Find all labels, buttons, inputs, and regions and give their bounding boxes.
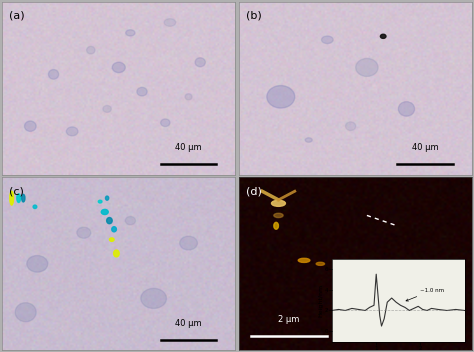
Ellipse shape bbox=[25, 121, 36, 131]
Ellipse shape bbox=[103, 106, 111, 112]
Text: 40 μm: 40 μm bbox=[412, 143, 438, 152]
Ellipse shape bbox=[164, 19, 176, 26]
Ellipse shape bbox=[112, 62, 125, 73]
Ellipse shape bbox=[161, 119, 170, 127]
Ellipse shape bbox=[106, 196, 109, 200]
Ellipse shape bbox=[274, 213, 283, 218]
Ellipse shape bbox=[125, 216, 136, 225]
Ellipse shape bbox=[141, 288, 166, 308]
Ellipse shape bbox=[109, 238, 114, 241]
Ellipse shape bbox=[126, 30, 135, 36]
Ellipse shape bbox=[272, 200, 285, 206]
Ellipse shape bbox=[77, 227, 91, 238]
Ellipse shape bbox=[112, 227, 117, 232]
Ellipse shape bbox=[137, 87, 147, 96]
Ellipse shape bbox=[15, 303, 36, 322]
Ellipse shape bbox=[107, 218, 112, 224]
Text: 2 μm: 2 μm bbox=[278, 315, 300, 324]
Ellipse shape bbox=[185, 94, 192, 100]
Ellipse shape bbox=[66, 127, 78, 136]
Ellipse shape bbox=[114, 250, 119, 257]
Ellipse shape bbox=[381, 34, 386, 38]
Ellipse shape bbox=[48, 69, 59, 79]
Ellipse shape bbox=[356, 58, 378, 76]
Ellipse shape bbox=[98, 200, 102, 203]
Ellipse shape bbox=[27, 256, 48, 272]
Text: 40 μm: 40 μm bbox=[175, 143, 202, 152]
Text: 40 μm: 40 μm bbox=[175, 319, 202, 328]
Y-axis label: Height/nm: Height/nm bbox=[318, 284, 323, 317]
Ellipse shape bbox=[87, 46, 95, 54]
Text: (c): (c) bbox=[9, 186, 24, 196]
Ellipse shape bbox=[346, 122, 356, 131]
Ellipse shape bbox=[398, 102, 415, 116]
Ellipse shape bbox=[101, 209, 108, 215]
Ellipse shape bbox=[33, 205, 37, 208]
Text: ~1.0 nm: ~1.0 nm bbox=[406, 288, 445, 301]
Text: (d): (d) bbox=[246, 186, 262, 196]
Ellipse shape bbox=[22, 194, 25, 202]
Ellipse shape bbox=[17, 194, 20, 202]
Ellipse shape bbox=[267, 86, 295, 108]
Ellipse shape bbox=[316, 262, 325, 265]
Text: (a): (a) bbox=[9, 11, 25, 20]
Ellipse shape bbox=[321, 36, 333, 44]
Ellipse shape bbox=[195, 58, 205, 67]
Ellipse shape bbox=[305, 138, 312, 142]
Ellipse shape bbox=[274, 222, 278, 229]
Ellipse shape bbox=[10, 191, 14, 205]
Text: (b): (b) bbox=[246, 11, 262, 20]
Ellipse shape bbox=[298, 258, 310, 263]
Ellipse shape bbox=[180, 236, 197, 250]
